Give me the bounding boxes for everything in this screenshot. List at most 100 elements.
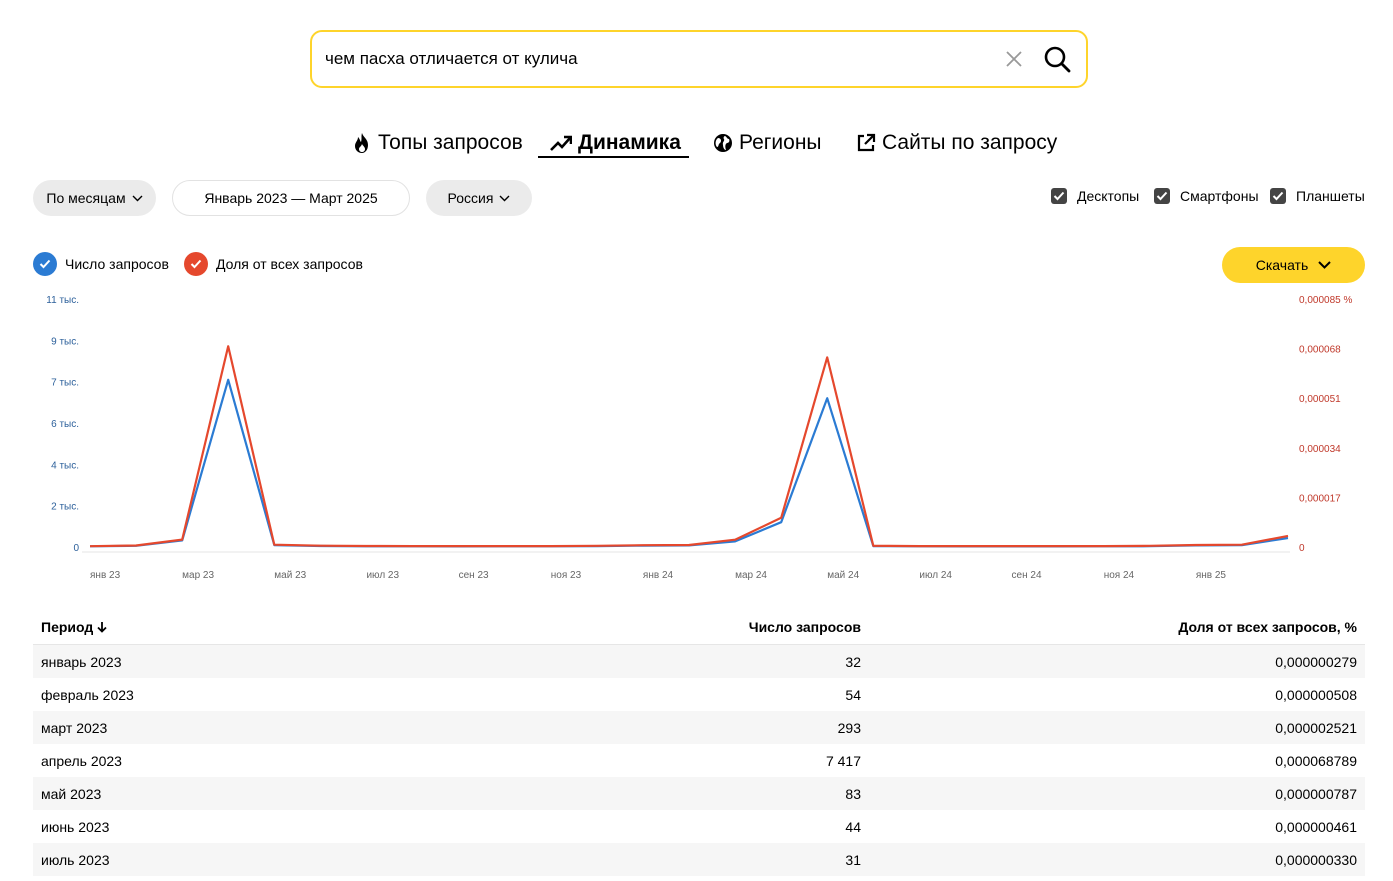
x-tick-label: май 23 [274, 570, 306, 581]
table-header: Период Число запросов Доля от всех запро… [33, 610, 1365, 645]
x-tick-label: сен 24 [1012, 570, 1042, 581]
cell-queries: 293 [837, 719, 861, 736]
table-row: январь 2023 32 0,000000279 [33, 645, 1365, 678]
period-select[interactable]: По месяцам [33, 180, 156, 216]
y-left-tick-label: 6 тыс. [51, 419, 79, 430]
arrow-down-icon [97, 622, 107, 633]
y-left-tick-label: 7 тыс. [51, 378, 79, 389]
x-tick-label: май 24 [827, 570, 859, 581]
column-header-share[interactable]: Доля от всех запросов, % [1178, 619, 1357, 635]
cell-share: 0,000068789 [1275, 752, 1357, 769]
tab-label: Динамика [578, 131, 681, 154]
cell-queries: 54 [845, 686, 861, 703]
download-button[interactable]: Скачать [1222, 247, 1365, 283]
external-link-icon [857, 133, 876, 152]
search-icon[interactable] [1043, 45, 1071, 73]
download-button-label: Скачать [1255, 257, 1309, 273]
table-row: август 2023 [33, 876, 1365, 881]
period-select-label: По месяцам [46, 190, 126, 206]
y-left-tick-label: 2 тыс. [51, 502, 79, 513]
tab-top-queries[interactable]: Топы запросов [352, 128, 523, 158]
search-box [310, 30, 1088, 88]
chevron-down-icon [132, 195, 143, 201]
cell-period: январь 2023 [41, 653, 122, 670]
y-right-tick-label: 0,000051 [1299, 394, 1341, 405]
column-header-period[interactable]: Период [33, 619, 453, 635]
checkbox-desktops[interactable]: Десктопы [1051, 188, 1139, 204]
x-tick-label: июл 24 [919, 570, 952, 581]
cell-queries: 31 [845, 851, 861, 868]
y-left-tick-label: 4 тыс. [51, 460, 79, 471]
y-left-tick-label: 9 тыс. [51, 336, 79, 347]
active-tab-underline [538, 156, 689, 158]
series-line-share [89, 345, 1289, 548]
y-right-tick-label: 0,000085 % [1299, 295, 1352, 306]
y-left-tick-label: 0 [73, 543, 79, 554]
y-right-tick-label: 0,000068 [1299, 345, 1341, 356]
cell-period: май 2023 [41, 785, 102, 802]
cell-queries: 32 [845, 653, 861, 670]
table-body: январь 2023 32 0,000000279 февраль 2023 54 0,… [33, 645, 1365, 881]
check-icon [184, 252, 208, 276]
cell-queries: 44 [845, 818, 861, 835]
region-select[interactable]: Россия [426, 180, 532, 216]
dynamics-table: Период Число запросов Доля от всех запро… [33, 610, 1365, 881]
x-tick-label: янв 25 [1196, 570, 1227, 581]
table-row: июль 2023 31 0,000000330 [33, 843, 1365, 876]
cell-share: 0,000000279 [1275, 653, 1357, 670]
date-range-label: Январь 2023 — Март 2025 [204, 190, 378, 206]
x-tick-label: июл 23 [366, 570, 399, 581]
cell-queries: 83 [845, 785, 861, 802]
checkbox-label: Смартфоны [1180, 188, 1259, 204]
checkbox-checked-icon[interactable] [1154, 188, 1170, 204]
legend-share[interactable]: Доля от всех запросов [184, 252, 363, 276]
x-tick-label: янв 24 [643, 570, 674, 581]
cell-share: 0,000002521 [1275, 719, 1357, 736]
chevron-down-icon [499, 195, 510, 201]
fire-icon [355, 133, 368, 153]
x-tick-label: мар 24 [735, 570, 767, 581]
cell-period: февраль 2023 [41, 686, 134, 703]
chevron-down-icon [1318, 261, 1331, 269]
tab-dynamics[interactable]: Динамика [550, 128, 681, 158]
x-tick-label: ноя 24 [1104, 570, 1135, 581]
x-tick-label: янв 23 [90, 570, 121, 581]
tab-label: Топы запросов [378, 131, 523, 154]
table-row: февраль 2023 54 0,000000508 [33, 678, 1365, 711]
search-input[interactable] [325, 32, 985, 86]
cell-share: 0,000000508 [1275, 686, 1357, 703]
x-tick-label: сен 23 [459, 570, 489, 581]
tab-regions[interactable]: Регионы [713, 128, 822, 158]
table-row: май 2023 83 0,000000787 [33, 777, 1365, 810]
checkbox-checked-icon[interactable] [1051, 188, 1067, 204]
cell-period: июль 2023 [41, 851, 110, 868]
cell-share: 0,000000461 [1275, 818, 1357, 835]
legend-label: Число запросов [65, 256, 169, 272]
x-tick-label: ноя 23 [551, 570, 582, 581]
checkbox-checked-icon[interactable] [1270, 188, 1286, 204]
y-right-tick-label: 0,000017 [1299, 493, 1341, 504]
y-right-tick-label: 0 [1299, 543, 1305, 554]
tab-sites[interactable]: Сайты по запросу [856, 128, 1057, 158]
date-range-picker[interactable]: Январь 2023 — Март 2025 [172, 180, 410, 216]
cell-share: 0,000000330 [1275, 851, 1357, 868]
cell-share: 0,000000787 [1275, 785, 1357, 802]
table-row: март 2023 293 0,000002521 [33, 711, 1365, 744]
checkbox-tablets[interactable]: Планшеты [1270, 188, 1365, 204]
x-tick-label: мар 23 [182, 570, 214, 581]
column-header-queries[interactable]: Число запросов [748, 619, 861, 635]
cell-period: июнь 2023 [41, 818, 110, 835]
close-icon[interactable] [1004, 49, 1024, 69]
tab-label: Сайты по запросу [882, 131, 1058, 154]
cell-queries: 7 417 [825, 752, 861, 769]
check-icon [33, 252, 57, 276]
tab-label: Регионы [739, 131, 822, 154]
region-select-label: Россия [447, 190, 494, 206]
checkbox-smartphones[interactable]: Смартфоны [1154, 188, 1259, 204]
dynamics-chart: 0 2 тыс. 4 тыс. 6 тыс. 7 тыс. 9 тыс. 11 тыс. 0 0… [46, 295, 1352, 581]
checkbox-label: Планшеты [1296, 188, 1365, 204]
trending-up-icon [550, 135, 572, 151]
legend-queries[interactable]: Число запросов [33, 252, 169, 276]
cell-period: март 2023 [41, 719, 108, 736]
table-row: апрель 2023 7 417 0,000068789 [33, 744, 1365, 777]
